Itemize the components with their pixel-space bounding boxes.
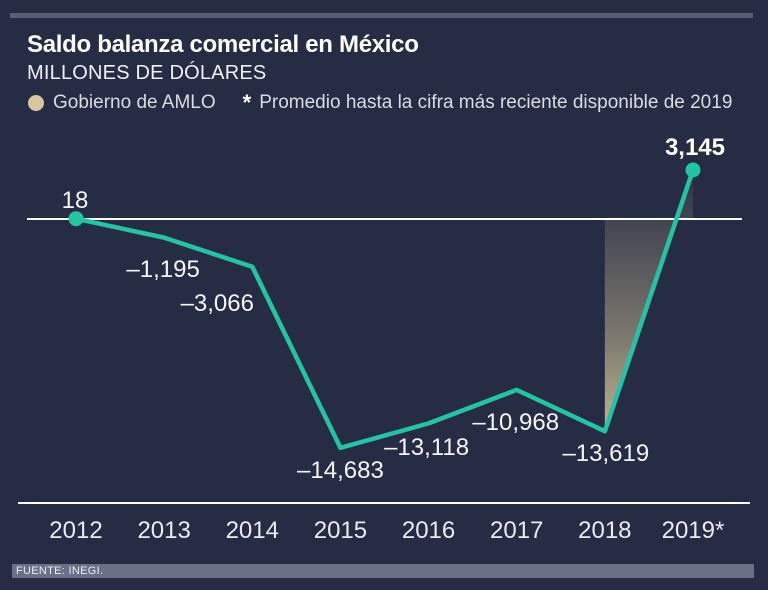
point-label: 18 bbox=[62, 187, 89, 214]
trade-balance-line bbox=[73, 167, 696, 451]
footnote-text: Promedio hasta la cifra más reciente dis… bbox=[259, 92, 733, 113]
x-axis-label: 2014 bbox=[226, 517, 279, 544]
point-label: –10,968 bbox=[472, 409, 559, 436]
page-title: Saldo balanza comercial en México bbox=[27, 31, 419, 58]
x-axis-label: 2019* bbox=[662, 517, 725, 544]
endpoint-marker bbox=[68, 211, 84, 227]
x-axis-label: 2015 bbox=[314, 517, 367, 544]
x-axis-label: 2012 bbox=[49, 517, 102, 544]
x-axis-label: 2017 bbox=[490, 517, 543, 544]
asterisk-icon: * bbox=[242, 90, 252, 115]
point-label: –14,683 bbox=[297, 457, 384, 484]
legend: Gobierno de AMLO * Promedio hasta la cif… bbox=[28, 92, 732, 114]
source-strip: FUENTE: INEGI. bbox=[12, 564, 754, 578]
x-axis-label: 2018 bbox=[578, 517, 631, 544]
point-label: –13,619 bbox=[562, 440, 649, 467]
point-label: –3,066 bbox=[181, 290, 254, 317]
top-accent-bar bbox=[10, 13, 753, 18]
point-label: 3,145 bbox=[665, 134, 725, 161]
chart-units-subtitle: MILLONES DE DÓLARES bbox=[27, 62, 267, 84]
point-label: –1,195 bbox=[126, 256, 199, 283]
x-axis-label: 2013 bbox=[137, 517, 190, 544]
amlo-legend-dot-icon bbox=[28, 95, 44, 111]
endpoint-marker bbox=[685, 162, 701, 178]
amlo-legend-label: Gobierno de AMLO bbox=[53, 92, 216, 113]
point-label: –13,118 bbox=[384, 434, 469, 461]
x-axis-label: 2016 bbox=[402, 517, 455, 544]
